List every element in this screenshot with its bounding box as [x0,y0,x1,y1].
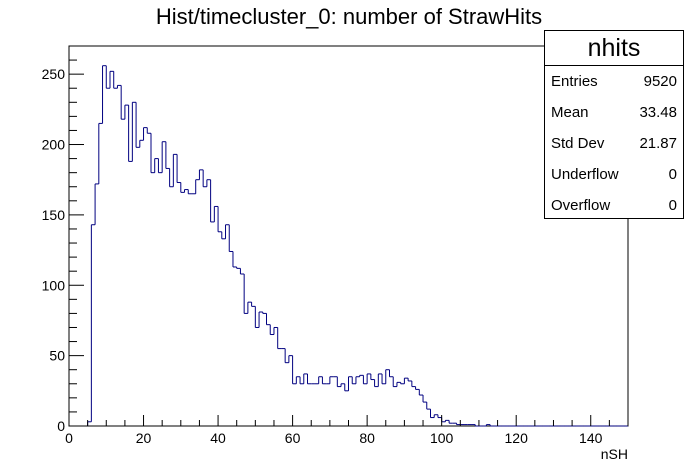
stats-row: Underflow 0 [545,159,683,190]
stats-row: Std Dev 21.87 [545,128,683,159]
x-tick-label: 40 [210,430,226,446]
y-tick-label: 50 [49,348,65,364]
stats-label: Underflow [551,166,619,183]
y-tick-label: 250 [42,66,66,82]
stats-label: Mean [551,104,589,121]
x-axis-label: nSH [601,446,628,462]
stats-value: 0 [668,166,677,183]
x-tick-label: 60 [285,430,301,446]
x-tick-label: 20 [136,430,152,446]
stats-row: Mean 33.48 [545,97,683,128]
y-tick-label: 200 [42,137,66,153]
stats-value: 21.87 [639,135,677,152]
stats-row: Overflow 0 [545,190,683,221]
x-tick-label: 120 [505,430,529,446]
y-tick-label: 0 [57,418,65,434]
stats-row: Entries 9520 [545,66,683,97]
chart-title: Hist/timecluster_0: number of StrawHits [155,4,543,29]
y-tick-label: 150 [42,207,66,223]
stats-box: nhits Entries 9520 Mean 33.48 Std Dev 21.87 Un… [544,30,684,219]
x-tick-label: 140 [579,430,603,446]
y-tick-label: 100 [42,277,66,293]
x-tick-label: 100 [430,430,454,446]
stats-label: Entries [551,73,598,90]
stats-value: 0 [668,197,677,214]
x-tick-label: 0 [65,430,73,446]
x-tick-label: 80 [359,430,375,446]
stats-label: Std Dev [551,135,605,152]
stats-value: 33.48 [639,104,677,121]
stats-value: 9520 [643,73,677,90]
stats-box-title: nhits [545,31,683,66]
stats-label: Overflow [551,197,611,214]
